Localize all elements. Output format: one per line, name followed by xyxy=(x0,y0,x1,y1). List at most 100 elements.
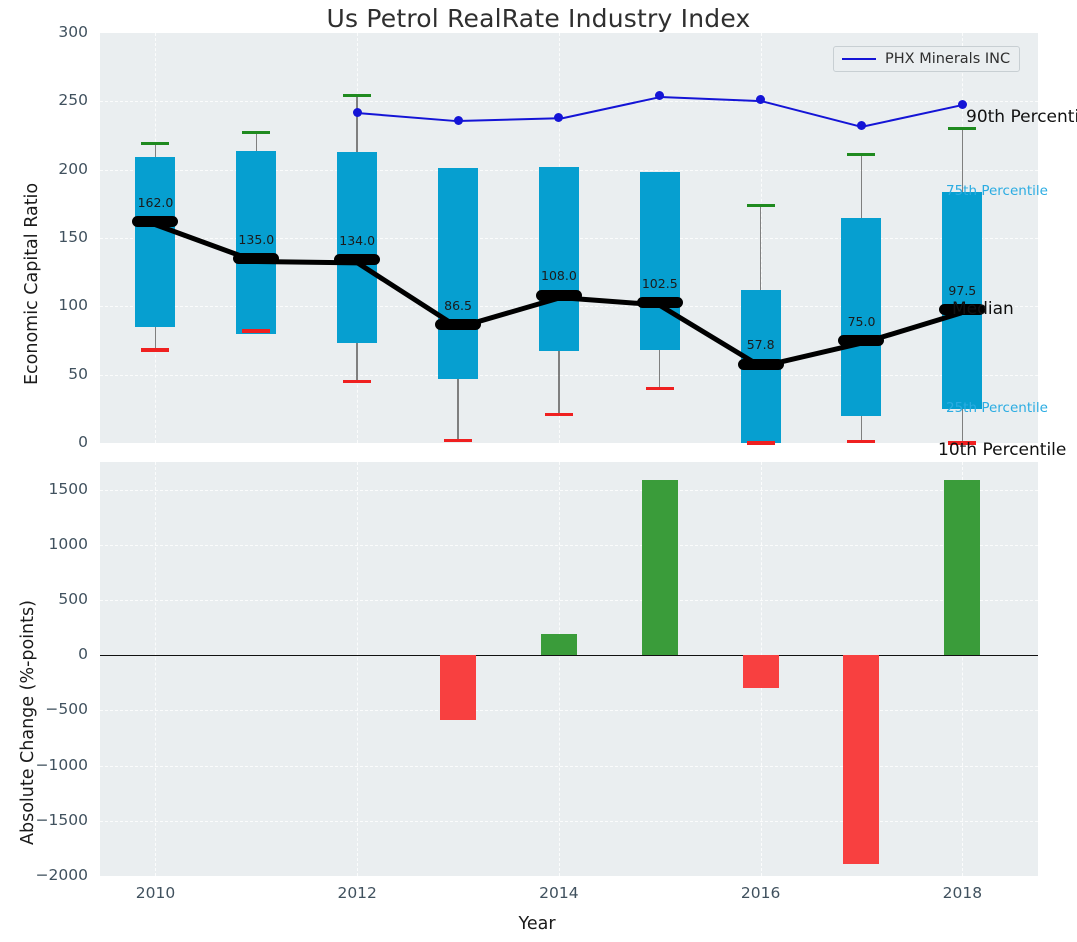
absolute-change-bar xyxy=(843,655,880,864)
y-tick-label-bottom: −500 xyxy=(45,700,88,719)
gridline-horizontal xyxy=(100,374,1038,376)
x-tick-label: 2018 xyxy=(942,884,983,902)
gridline-vertical xyxy=(357,462,359,876)
candle-cap-p10 xyxy=(948,441,977,445)
candle-median-marker xyxy=(737,358,784,370)
candle-box xyxy=(135,157,176,327)
y-tick-label-top: 250 xyxy=(58,91,88,110)
median-value-label: 75.0 xyxy=(847,313,876,329)
candle-median-marker xyxy=(334,254,381,266)
candle-median-marker xyxy=(939,304,986,316)
y-tick-label-bottom: 0 xyxy=(78,645,88,664)
y-tick-label-top: 150 xyxy=(58,228,88,246)
gridline-horizontal xyxy=(100,820,1038,822)
gridline-vertical xyxy=(155,462,157,876)
y-tick-label-bottom: 1000 xyxy=(48,534,88,553)
y-tick-label-top: 200 xyxy=(58,159,88,178)
y-tick-label-bottom: 500 xyxy=(58,590,88,608)
y-tick-label-bottom: 1500 xyxy=(48,479,88,498)
candle-cap-p10 xyxy=(242,329,271,333)
median-value-label: 86.5 xyxy=(444,297,472,313)
annotation-p75: 75th Percentile xyxy=(946,182,1048,199)
phx-data-point xyxy=(554,113,564,123)
median-value-label: 108.0 xyxy=(541,268,577,284)
annotation-p25: 25th Percentile xyxy=(946,399,1048,416)
gridline-vertical xyxy=(558,462,560,876)
candle-cap-p10 xyxy=(544,412,573,416)
candle-cap-p90 xyxy=(948,127,977,131)
phx-data-point xyxy=(957,99,967,109)
gridline-horizontal xyxy=(100,544,1038,546)
candle-box xyxy=(639,172,680,351)
candle-median-marker xyxy=(233,253,280,264)
candle-cap-p10 xyxy=(444,438,473,442)
y-tick-label-top: 50 xyxy=(68,364,88,383)
x-tick-label: 2010 xyxy=(135,884,176,902)
candle-box xyxy=(841,217,882,416)
median-value-label: 102.5 xyxy=(641,275,678,291)
annotation-median: Median xyxy=(952,298,1014,319)
absolute-change-bar xyxy=(641,479,678,656)
legend-label-phx: PHX Minerals INC xyxy=(885,51,1011,67)
gridline-horizontal xyxy=(100,710,1038,712)
x-axis-title: Year xyxy=(518,914,556,934)
median-value-label: 57.8 xyxy=(746,337,775,352)
candle-median-marker xyxy=(838,335,885,346)
absolute-change-bar xyxy=(742,655,779,688)
gridline-horizontal xyxy=(100,101,1038,103)
chart-title: Us Petrol RealRate Industry Index xyxy=(326,4,751,33)
candle-cap-p10 xyxy=(343,379,372,384)
y-tick-label-top: 300 xyxy=(58,23,88,41)
candle-cap-p90 xyxy=(343,94,372,98)
y-tick-label-top: 0 xyxy=(78,433,88,451)
candle-cap-p90 xyxy=(746,203,775,207)
phx-data-point xyxy=(856,121,866,131)
phx-data-point xyxy=(756,95,766,105)
zero-axis-line xyxy=(100,655,1038,657)
absolute-change-plot-area xyxy=(100,462,1038,876)
candle-cap-p10 xyxy=(746,441,775,445)
phx-data-point xyxy=(453,115,463,125)
y-tick-label-bottom: −2000 xyxy=(35,866,88,884)
absolute-change-bar xyxy=(944,479,981,656)
candle-median-marker xyxy=(435,319,482,331)
candle-cap-p10 xyxy=(645,386,674,390)
candle-box xyxy=(538,166,579,352)
candle-cap-p90 xyxy=(242,131,271,135)
annotation-p90: 90th Percentile xyxy=(966,106,1077,127)
phx-data-point xyxy=(655,91,665,101)
legend-line-swatch xyxy=(842,58,876,60)
absolute-change-bar xyxy=(540,633,577,656)
absolute-change-bar xyxy=(440,655,477,721)
gridline-horizontal xyxy=(100,765,1038,767)
gridline-horizontal xyxy=(100,600,1038,601)
candle-box xyxy=(337,151,378,344)
candle-box xyxy=(942,191,983,409)
x-tick-label: 2014 xyxy=(539,884,579,902)
legend[interactable]: PHX Minerals INC xyxy=(833,46,1021,72)
median-value-label: 97.5 xyxy=(948,282,977,298)
y-axis-title-bottom: Absolute Change (%-points) xyxy=(18,600,38,845)
candle-cap-p90 xyxy=(847,153,876,157)
candle-cap-p10 xyxy=(141,348,170,352)
candle-box xyxy=(438,168,479,379)
candle-median-marker xyxy=(636,297,683,309)
median-value-label: 134.0 xyxy=(339,232,376,248)
annotation-p10: 10th Percentile xyxy=(938,440,1067,460)
gridline-vertical xyxy=(962,462,964,876)
y-axis-title-top: Economic Capital Ratio xyxy=(22,182,42,385)
candle-cap-p10 xyxy=(847,440,876,444)
median-line-segment xyxy=(256,258,358,265)
candle-median-marker xyxy=(132,216,179,228)
gridline-horizontal xyxy=(100,489,1038,491)
candle-median-marker xyxy=(535,289,582,301)
y-tick-label-bottom: −1500 xyxy=(35,810,88,829)
median-value-label: 162.0 xyxy=(137,194,174,210)
x-tick-label: 2016 xyxy=(740,884,781,902)
y-tick-label-bottom: −1000 xyxy=(35,755,88,774)
x-tick-label: 2012 xyxy=(337,884,377,902)
y-tick-label-top: 100 xyxy=(58,296,88,315)
candle-box xyxy=(236,150,277,334)
phx-data-point xyxy=(352,107,362,117)
